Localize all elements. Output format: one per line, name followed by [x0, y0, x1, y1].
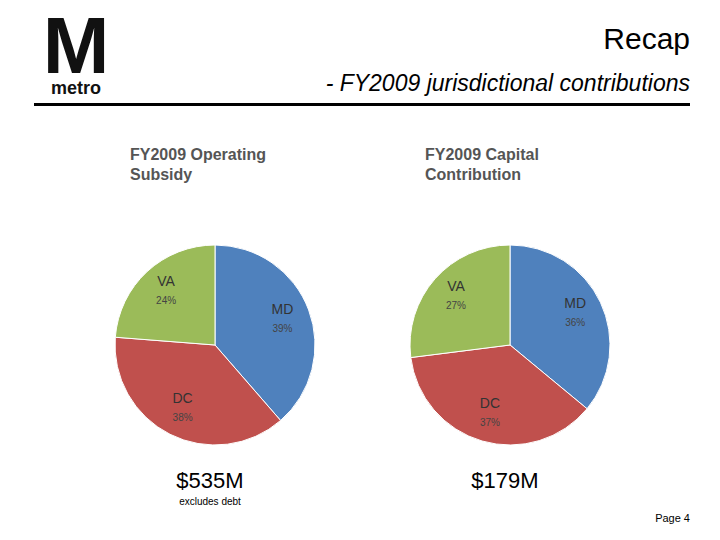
html-text:- FY2009 jurisdictional contri: - FY2009 jurisdictional contributions	[325, 70, 690, 96]
html-text:FY2009 Capital Contribution: FY2009 Capital Contribution	[425, 146, 539, 183]
svg-text:VA: VA	[447, 278, 465, 294]
html-text:Recap: Recap	[603, 22, 690, 55]
svg-text:VA: VA	[157, 273, 175, 289]
html-text:Page 4: Page 4	[655, 512, 690, 524]
svg-text:MD: MD	[564, 295, 586, 311]
html-text:metro: metro	[51, 78, 101, 98]
svg-text:36%: 36%	[565, 317, 585, 328]
svg-text:39%: 39%	[272, 323, 292, 334]
svg-text:MD: MD	[272, 301, 294, 317]
svg-text:37%: 37%	[480, 417, 500, 428]
html-text:excludes debt: excludes debt	[179, 496, 241, 507]
svg-text:DC: DC	[480, 395, 500, 411]
html-text:$535M: $535M	[176, 468, 244, 493]
svg-text:38%: 38%	[173, 412, 193, 423]
svg-text:27%: 27%	[446, 300, 466, 311]
html-text:$179M: $179M	[471, 468, 539, 493]
svg-text:DC: DC	[172, 390, 192, 406]
html-text:M: M	[42, 1, 110, 90]
svg-text:24%: 24%	[156, 295, 176, 306]
html-text:FY2009 Operating Subsidy: FY2009 Operating Subsidy	[130, 146, 266, 183]
